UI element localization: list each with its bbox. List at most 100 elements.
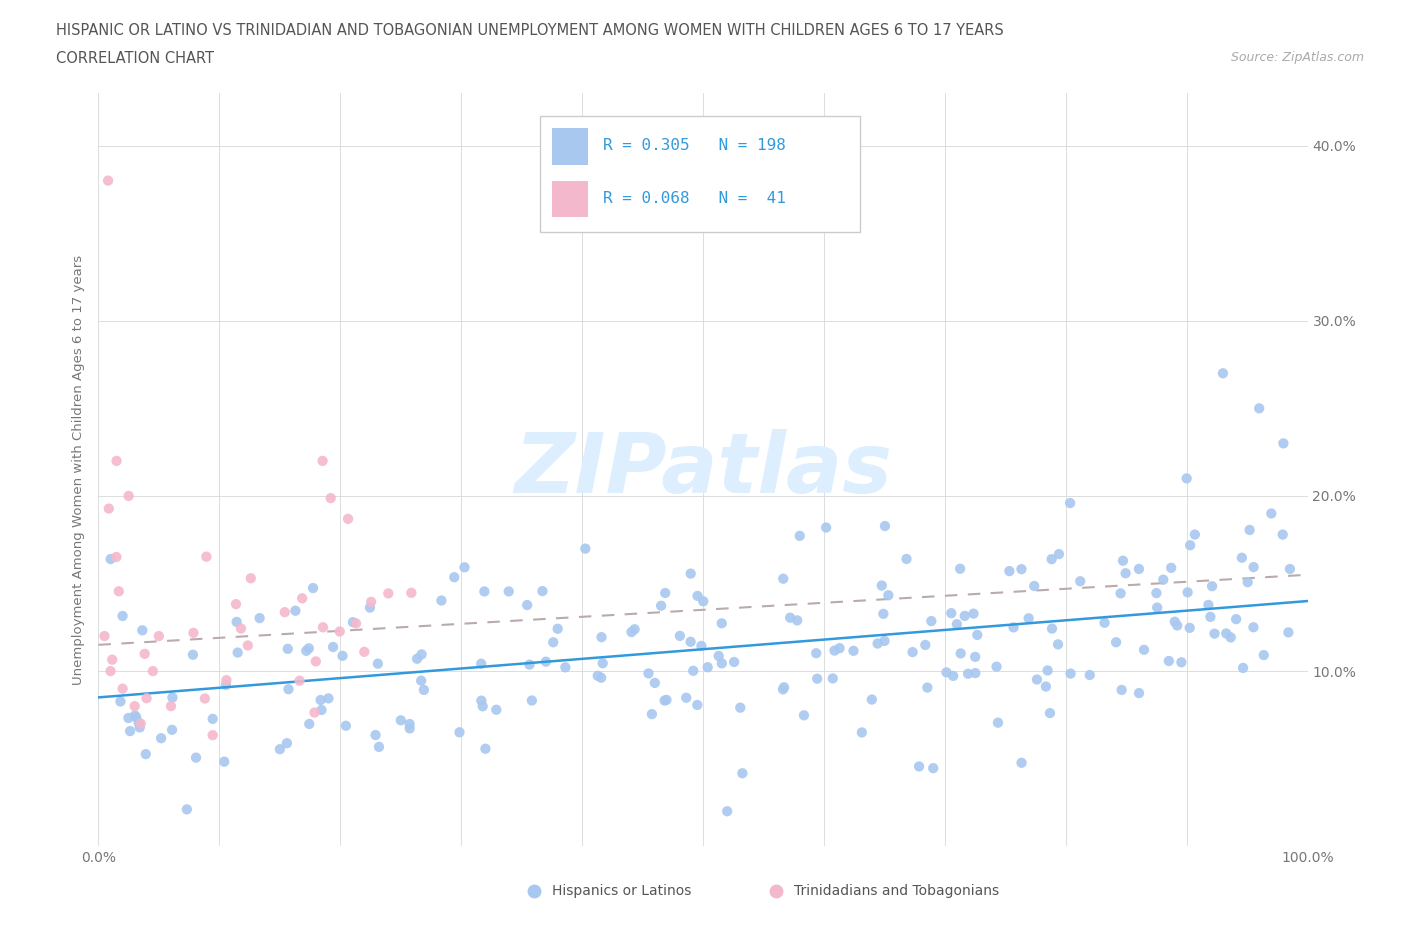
- Point: [965, 649, 987, 664]
- Point: [236, 638, 259, 653]
- Point: [364, 727, 387, 742]
- Point: [1109, 586, 1132, 601]
- Point: [160, 698, 183, 713]
- Point: [215, 677, 238, 692]
- Point: [574, 541, 596, 556]
- Point: [953, 608, 976, 623]
- Point: [1272, 436, 1295, 451]
- Point: [201, 711, 224, 726]
- Point: [541, 635, 564, 650]
- Point: [1040, 551, 1063, 566]
- Point: [917, 680, 939, 695]
- Point: [1239, 523, 1261, 538]
- Point: [1160, 561, 1182, 576]
- Point: [360, 594, 382, 609]
- Point: [1047, 637, 1070, 652]
- Point: [108, 584, 131, 599]
- Point: [669, 629, 692, 644]
- Point: [128, 720, 150, 735]
- Point: [1201, 578, 1223, 593]
- Point: [1241, 619, 1264, 634]
- Point: [1111, 683, 1133, 698]
- Point: [312, 620, 335, 635]
- Point: [554, 660, 576, 675]
- Point: [1199, 609, 1222, 624]
- Point: [430, 593, 453, 608]
- Point: [269, 742, 291, 757]
- Point: [406, 651, 429, 666]
- Point: [965, 666, 987, 681]
- Point: [359, 600, 381, 615]
- Point: [686, 589, 709, 604]
- Point: [1146, 600, 1168, 615]
- Point: [908, 759, 931, 774]
- Point: [100, 664, 122, 679]
- Point: [1236, 575, 1258, 590]
- Point: [111, 681, 134, 696]
- Point: [229, 621, 252, 636]
- Point: [860, 692, 883, 707]
- Point: [176, 802, 198, 817]
- Point: [194, 691, 217, 706]
- Point: [131, 623, 153, 638]
- Point: [655, 693, 678, 708]
- Point: [284, 604, 307, 618]
- Point: [710, 656, 733, 671]
- Point: [586, 669, 609, 684]
- Point: [302, 580, 325, 595]
- Point: [1035, 679, 1057, 694]
- Point: [710, 616, 733, 631]
- Point: [520, 693, 543, 708]
- Point: [135, 747, 157, 762]
- Point: [873, 633, 896, 648]
- Point: [1094, 616, 1116, 631]
- Point: [1278, 562, 1301, 577]
- Point: [922, 761, 945, 776]
- Point: [183, 625, 205, 640]
- Point: [295, 644, 318, 658]
- Point: [498, 584, 520, 599]
- FancyBboxPatch shape: [540, 115, 860, 232]
- Point: [531, 584, 554, 599]
- Point: [789, 528, 811, 543]
- Point: [620, 625, 643, 640]
- Point: [1144, 586, 1167, 601]
- Text: Trinidadians and Tobagonians: Trinidadians and Tobagonians: [793, 884, 998, 898]
- Point: [957, 666, 980, 681]
- Point: [946, 617, 969, 631]
- Point: [298, 716, 321, 731]
- Point: [342, 615, 364, 630]
- Point: [471, 698, 494, 713]
- Point: [877, 588, 900, 603]
- Point: [1271, 527, 1294, 542]
- Point: [679, 634, 702, 649]
- Point: [1230, 551, 1253, 565]
- Point: [97, 173, 120, 188]
- Point: [398, 721, 420, 736]
- Point: [1024, 578, 1046, 593]
- Point: [401, 585, 423, 600]
- Point: [692, 594, 714, 609]
- Point: [181, 647, 204, 662]
- Point: [1260, 506, 1282, 521]
- Point: [730, 700, 752, 715]
- Point: [872, 606, 894, 621]
- Point: [1212, 365, 1234, 380]
- Point: [201, 728, 224, 743]
- Point: [305, 654, 328, 669]
- Point: [239, 571, 262, 586]
- Point: [311, 702, 333, 717]
- Point: [1164, 615, 1187, 630]
- Point: [1026, 672, 1049, 687]
- Point: [160, 723, 183, 737]
- Point: [1243, 560, 1265, 575]
- Point: [1152, 572, 1174, 587]
- Point: [686, 698, 709, 712]
- Point: [962, 606, 984, 621]
- Point: [1225, 612, 1247, 627]
- Text: CORRELATION CHART: CORRELATION CHART: [56, 51, 214, 66]
- Point: [772, 682, 794, 697]
- Point: [105, 550, 128, 565]
- Point: [942, 669, 965, 684]
- Point: [148, 629, 170, 644]
